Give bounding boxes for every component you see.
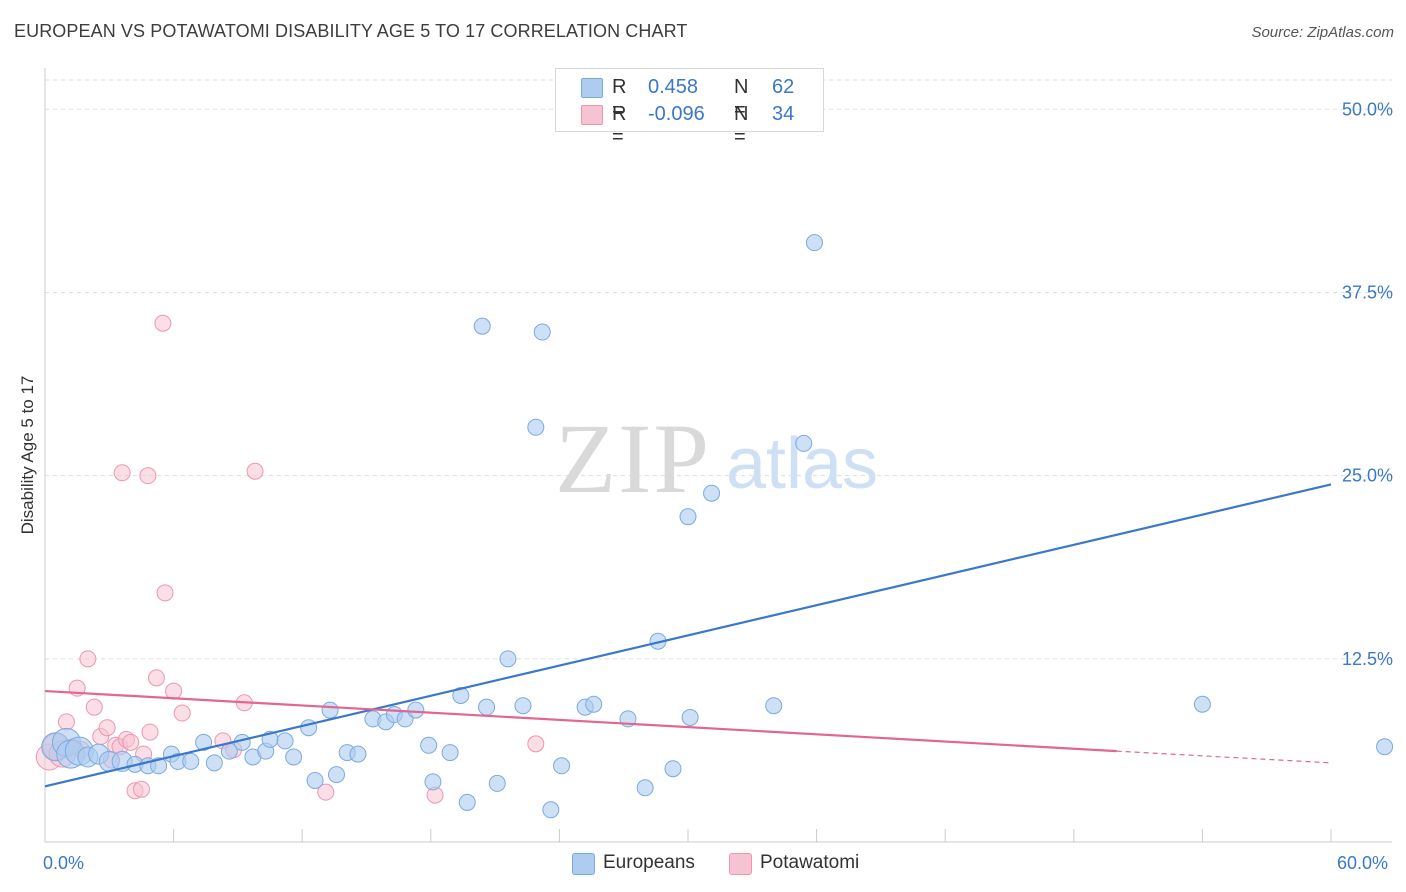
potawatomi-point <box>317 783 335 801</box>
potawatomi-point <box>113 464 131 482</box>
european-point <box>765 697 783 715</box>
european-point <box>473 317 491 335</box>
x-tick-max: 60.0% <box>1337 853 1389 873</box>
european-point <box>452 686 470 704</box>
european-point <box>679 508 697 526</box>
european-point <box>205 754 223 772</box>
source-label: Source: ZipAtlas.com <box>1251 24 1394 41</box>
potawatomi-point <box>154 314 172 332</box>
legend-swatch-europeans <box>581 78 603 98</box>
potawatomi-point <box>139 467 157 485</box>
european-point <box>321 701 339 719</box>
european-point <box>327 766 345 784</box>
european-point <box>664 760 682 778</box>
european-point <box>1193 695 1211 713</box>
y-tick-label: 37.5% <box>1342 282 1393 302</box>
european-point <box>276 732 294 750</box>
european-point <box>499 650 517 668</box>
european-point <box>478 698 496 716</box>
european-points <box>41 234 1394 819</box>
european-point <box>150 757 168 775</box>
potawatomi-point <box>132 780 150 798</box>
european-point <box>1376 738 1394 756</box>
bottom-legend-label-potawatomi: Potawatomi <box>760 852 860 873</box>
european-point <box>182 752 200 770</box>
european-point <box>542 801 560 819</box>
european-point <box>703 484 721 502</box>
european-point <box>420 736 438 754</box>
legend-r-value: -0.096 <box>648 103 705 125</box>
potawatomi-point <box>122 733 140 751</box>
european-point <box>424 773 442 791</box>
potawatomi-trend-extension <box>1116 750 1332 764</box>
european-point <box>441 744 459 762</box>
legend-n-value: 62 <box>772 76 795 98</box>
european-point <box>514 697 532 715</box>
legend-r-value: 0.458 <box>648 76 699 98</box>
european-trend-line <box>44 483 1332 788</box>
potawatomi-trend-line <box>44 689 1117 753</box>
potawatomi-point <box>156 584 174 602</box>
legend-r-label: R = <box>612 76 627 121</box>
potawatomi-point <box>141 723 159 741</box>
european-point <box>306 771 324 789</box>
legend-r-label: R = <box>612 103 627 148</box>
y-tick-label: 12.5% <box>1342 649 1393 669</box>
x-tick-min: 0.0% <box>43 853 85 873</box>
european-point <box>458 793 476 811</box>
y-tick-label: 50.0% <box>1342 99 1393 119</box>
european-point <box>553 757 571 775</box>
legend-n-label: N = <box>734 103 749 148</box>
european-point <box>527 418 545 436</box>
chart-title: EUROPEAN VS POTAWATOMI DISABILITY AGE 5 … <box>14 21 688 41</box>
legend-n-label: N = <box>734 76 749 121</box>
european-point <box>795 434 813 452</box>
potawatomi-point <box>173 704 191 722</box>
potawatomi-point <box>57 713 75 731</box>
european-point <box>805 234 823 252</box>
watermark-zip: ZIP <box>555 403 711 514</box>
european-point <box>585 695 603 713</box>
bottom-legend-swatch-europeans <box>572 853 595 875</box>
y-axis-label: Disability Age 5 to 17 <box>18 375 37 535</box>
potawatomi-point <box>147 669 165 687</box>
bottom-legend-label-europeans: Europeans <box>603 852 695 873</box>
european-point <box>285 748 303 766</box>
y-tick-label: 25.0% <box>1342 466 1393 486</box>
european-point <box>349 745 367 763</box>
correlation-legend: R = 0.458 N = 62 R = -0.096 N = 34 <box>555 68 824 148</box>
potawatomi-points <box>35 314 545 804</box>
european-point <box>636 779 654 797</box>
axes <box>44 68 1392 843</box>
potawatomi-point <box>165 682 183 700</box>
potawatomi-point <box>246 462 264 480</box>
legend-n-value: 34 <box>772 103 795 125</box>
gridlines <box>45 79 1392 660</box>
potawatomi-point <box>527 735 545 753</box>
potawatomi-point <box>98 719 116 737</box>
legend-swatch-potawatomi <box>581 105 603 125</box>
y-tick-labels: 12.5% 25.0% 37.5% 50.0% <box>1342 99 1393 669</box>
potawatomi-point <box>85 698 103 716</box>
european-point <box>407 701 425 719</box>
potawatomi-point <box>79 650 97 668</box>
european-point <box>681 708 699 726</box>
european-point <box>488 774 506 792</box>
european-point <box>533 323 551 341</box>
bottom-legend-swatch-potawatomi <box>729 853 752 875</box>
european-point <box>195 733 213 751</box>
trend-lines <box>44 483 1332 788</box>
